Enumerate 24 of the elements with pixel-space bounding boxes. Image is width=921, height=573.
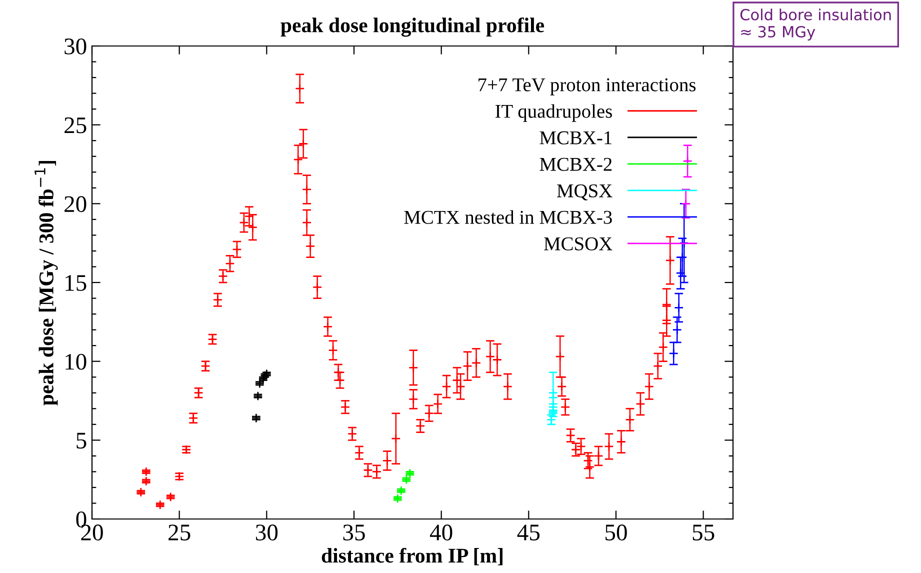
y-tick-label: 25 <box>64 117 86 134</box>
x-tick-label: 30 <box>256 524 278 540</box>
y-tick-label: 10 <box>66 354 86 370</box>
text: Cold bore insulation ≈ 35 MGy <box>740 8 891 40</box>
y-tick-label: 20 <box>64 196 86 212</box>
legend-title: 7+7 TeV proton interactions <box>478 78 696 96</box>
legend-label: MCTX nested in MCBX-3 <box>404 210 612 224</box>
legend-label: MCBX-2 <box>540 158 612 171</box>
legend-label: MQSX <box>557 184 612 200</box>
y-tick-label: 15 <box>66 275 86 291</box>
x-tick-label: 50 <box>606 524 627 540</box>
x-tick-label: 35 <box>343 524 365 540</box>
legend-label: IT quadrupoles <box>495 104 612 122</box>
x-axis-title: distance from IP [m] <box>322 548 502 566</box>
y-tick-label: 5 <box>76 432 86 449</box>
legend-label: MCSOX <box>544 237 612 250</box>
legend-label: MCBX-1 <box>540 131 612 144</box>
x-tick-label: 45 <box>517 524 540 540</box>
x-tick-label: 40 <box>430 524 452 540</box>
y-tick-label: 30 <box>64 38 86 54</box>
x-tick-label: 55 <box>692 524 714 540</box>
x-tick-label: 25 <box>168 524 190 540</box>
y-axis-title: peak dose [MGy / 300 fb$^{−1}$] <box>34 160 58 406</box>
chart-title: peak dose longitudinal profile <box>280 17 544 37</box>
